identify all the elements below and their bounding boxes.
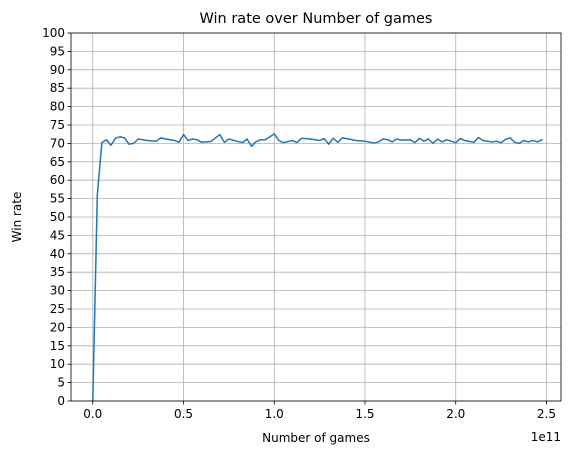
y-tick-label: 70 xyxy=(50,136,65,150)
y-tick-label: 25 xyxy=(50,302,65,316)
win-rate-line xyxy=(93,134,542,401)
y-tick-label: 90 xyxy=(50,63,65,77)
y-tick-label: 55 xyxy=(50,192,65,206)
y-tick-label: 50 xyxy=(50,210,65,224)
axis-ticks: 0 5 10 15 20 25 30 35 40 45 50 55 60 65 70 75 80 85 90 95 10… xyxy=(42,26,556,421)
y-tick-label: 0 xyxy=(57,394,65,408)
x-tick-label: 0.5 xyxy=(174,407,193,421)
y-tick-label: 15 xyxy=(50,339,65,353)
x-tick-label: 2.0 xyxy=(446,407,465,421)
y-tick-label: 100 xyxy=(42,26,65,40)
y-tick-label: 75 xyxy=(50,118,65,132)
y-tick-label: 45 xyxy=(50,228,65,242)
data-series xyxy=(93,134,542,401)
x-tick-label: 2.5 xyxy=(537,407,556,421)
y-tick-label: 40 xyxy=(50,247,65,261)
y-tick-label: 85 xyxy=(50,81,65,95)
y-axis-title: Win rate xyxy=(10,192,24,243)
y-tick-label: 10 xyxy=(50,357,65,371)
y-tick-label: 65 xyxy=(50,155,65,169)
grid xyxy=(71,33,561,401)
x-axis-title: Number of games xyxy=(262,431,370,445)
x-tick-label: 0.0 xyxy=(83,407,102,421)
x-tick-label: 1.5 xyxy=(355,407,374,421)
y-tick-label: 60 xyxy=(50,173,65,187)
chart-title: Win rate over Number of games xyxy=(200,11,433,27)
y-tick-label: 20 xyxy=(50,320,65,334)
y-tick-label: 35 xyxy=(50,265,65,279)
y-tick-label: 5 xyxy=(57,376,65,390)
x-axis-scale-label: 1e11 xyxy=(531,430,561,444)
x-tick-label: 1.0 xyxy=(265,407,284,421)
y-tick-label: 80 xyxy=(50,100,65,114)
y-tick-label: 95 xyxy=(50,44,65,58)
y-tick-label: 30 xyxy=(50,284,65,298)
